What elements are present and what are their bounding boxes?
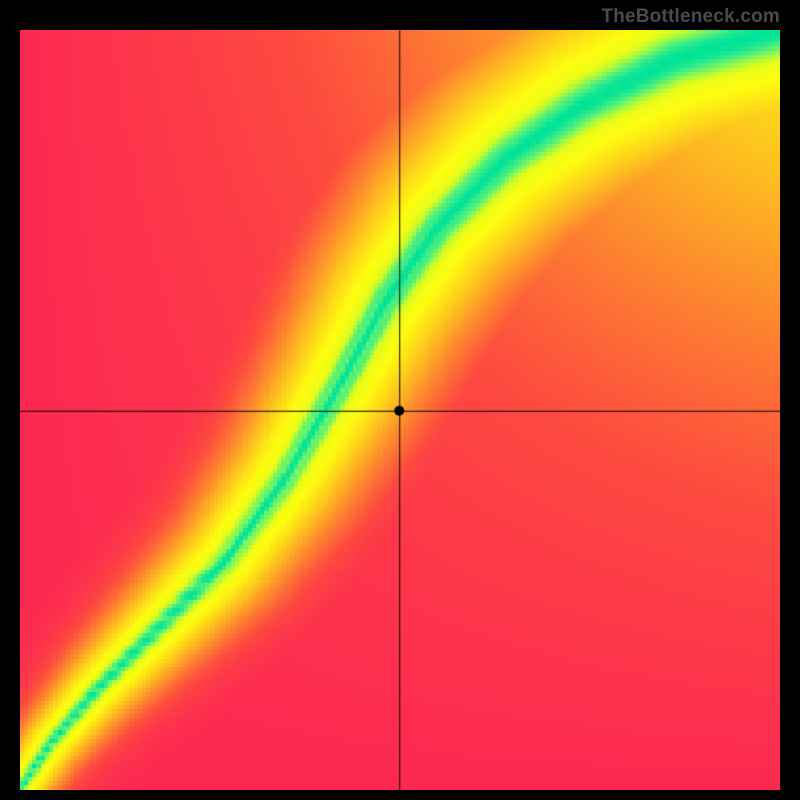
chart-container: TheBottleneck.com [0,0,800,800]
heatmap-canvas [20,30,780,790]
watermark-text: TheBottleneck.com [601,6,780,28]
heatmap-plot [20,30,780,790]
